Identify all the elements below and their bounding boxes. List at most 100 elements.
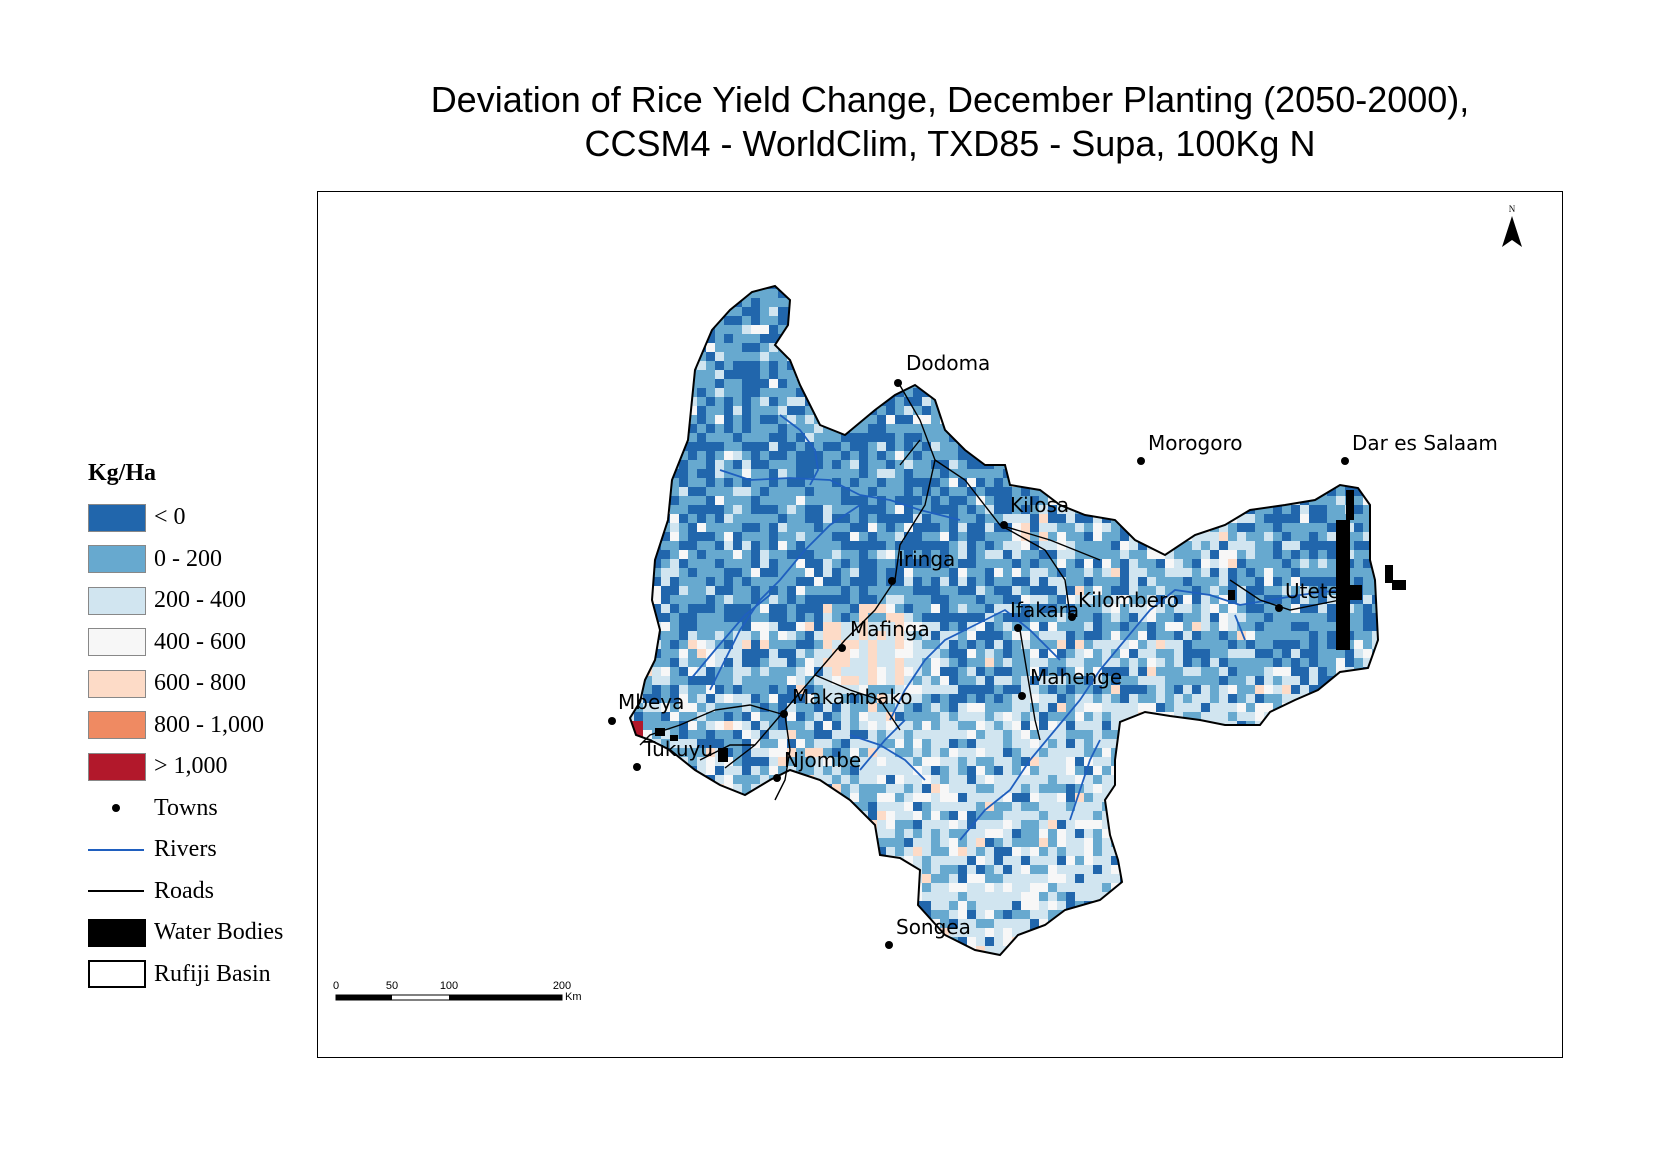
raster-cell [1255, 460, 1264, 469]
raster-cell [670, 415, 679, 424]
raster-cell [1327, 604, 1336, 613]
raster-cell [1138, 568, 1147, 577]
raster-cell [967, 793, 976, 802]
raster-cell [1228, 604, 1237, 613]
raster-cell [1030, 541, 1039, 550]
raster-cell [715, 766, 724, 775]
raster-cell [742, 712, 751, 721]
raster-cell [841, 442, 850, 451]
raster-cell [688, 577, 697, 586]
raster-cell [877, 316, 886, 325]
raster-cell [1030, 577, 1039, 586]
raster-cell [1012, 577, 1021, 586]
raster-cell [1066, 649, 1075, 658]
raster-cell [688, 352, 697, 361]
raster-cell [841, 334, 850, 343]
raster-cell [868, 388, 877, 397]
raster-cell [643, 334, 652, 343]
raster-cell [1174, 658, 1183, 667]
raster-cell [1246, 712, 1255, 721]
raster-cell [679, 424, 688, 433]
raster-cell [850, 640, 859, 649]
raster-cell [652, 343, 661, 352]
raster-cell [1138, 703, 1147, 712]
raster-cell [733, 433, 742, 442]
raster-cell [670, 667, 679, 676]
raster-cell [787, 739, 796, 748]
raster-cell [652, 406, 661, 415]
raster-cell [922, 721, 931, 730]
raster-cell [1129, 694, 1138, 703]
raster-cell [652, 595, 661, 604]
raster-cell [1021, 370, 1030, 379]
raster-cell [1075, 640, 1084, 649]
raster-cell [1129, 469, 1138, 478]
raster-cell [1354, 658, 1363, 667]
raster-cell [841, 730, 850, 739]
raster-cell [1282, 550, 1291, 559]
raster-cell [769, 505, 778, 514]
raster-cell [1174, 523, 1183, 532]
raster-cell [1246, 793, 1255, 802]
raster-cell [1003, 316, 1012, 325]
raster-cell [1174, 505, 1183, 514]
raster-cell [751, 586, 760, 595]
raster-cell [1120, 307, 1129, 316]
raster-cell [832, 550, 841, 559]
raster-cell [1003, 685, 1012, 694]
raster-cell [1120, 541, 1129, 550]
raster-cell [949, 721, 958, 730]
raster-cell [724, 388, 733, 397]
raster-cell [886, 703, 895, 712]
raster-cell [850, 550, 859, 559]
raster-cell [697, 757, 706, 766]
raster-cell [1039, 523, 1048, 532]
raster-cell [643, 496, 652, 505]
raster-cell [1165, 739, 1174, 748]
raster-cell [805, 658, 814, 667]
raster-cell [1138, 622, 1147, 631]
raster-cell [877, 748, 886, 757]
raster-cell [904, 388, 913, 397]
raster-cell [832, 685, 841, 694]
raster-cell [1291, 775, 1300, 784]
raster-cell [1093, 703, 1102, 712]
raster-cell [859, 586, 868, 595]
raster-cell [733, 487, 742, 496]
raster-cell [1102, 703, 1111, 712]
raster-cell [1246, 631, 1255, 640]
raster-cell [1066, 802, 1075, 811]
raster-cell [1336, 424, 1345, 433]
raster-cell [1057, 739, 1066, 748]
raster-cell [823, 370, 832, 379]
raster-cell [859, 658, 868, 667]
raster-cell [1327, 649, 1336, 658]
raster-cell [1201, 415, 1210, 424]
raster-cell [778, 433, 787, 442]
raster-cell [769, 739, 778, 748]
raster-cell [1300, 793, 1309, 802]
raster-cell [859, 343, 868, 352]
raster-cell [940, 559, 949, 568]
raster-cell [643, 298, 652, 307]
raster-cell [661, 406, 670, 415]
raster-cell [1156, 586, 1165, 595]
raster-cell [814, 721, 823, 730]
raster-cell [769, 388, 778, 397]
raster-cell [1138, 577, 1147, 586]
raster-cell [1030, 325, 1039, 334]
raster-cell [868, 442, 877, 451]
raster-cell [715, 289, 724, 298]
raster-cell [1030, 658, 1039, 667]
raster-cell [1381, 415, 1390, 424]
raster-cell [1192, 559, 1201, 568]
raster-cell [1336, 334, 1345, 343]
raster-cell [1219, 352, 1228, 361]
raster-cell [1201, 469, 1210, 478]
raster-cell [805, 757, 814, 766]
raster-cell [1210, 676, 1219, 685]
raster-cell [1192, 766, 1201, 775]
raster-cell [823, 352, 832, 361]
raster-cell [1255, 361, 1264, 370]
raster-cell [1075, 568, 1084, 577]
